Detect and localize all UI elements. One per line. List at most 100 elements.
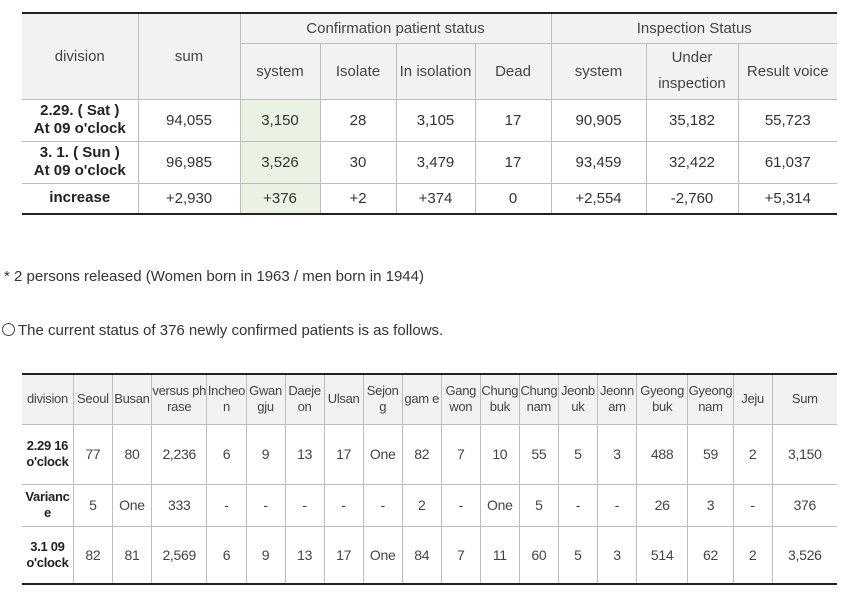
row-label-time: At 09 o'clock — [33, 120, 126, 137]
header-under-inspection-line1: Under — [671, 49, 713, 66]
header-in-isolation: In isolation — [395, 42, 476, 100]
cell-dead: 0 — [474, 182, 552, 215]
cell-value: - — [245, 483, 286, 527]
cell-value: 2,236 — [150, 423, 208, 485]
cell-system: 3,150 — [239, 98, 321, 142]
cell-value: 5 — [518, 483, 559, 527]
cell-value: 488 — [635, 423, 689, 485]
header-region: Sum — [771, 373, 837, 425]
current-status-note: The current status of 376 newly confirme… — [2, 322, 443, 339]
cell-value: 81 — [111, 525, 152, 585]
table-row: Variance 5 One 333- - - - -2- One 5- -26 3-376 — [22, 483, 837, 527]
header-region: Daejeon — [284, 373, 325, 425]
row-label: 3.1 09 o'clock — [22, 525, 74, 585]
confirmation-inspection-table: division sum Confirmation patient status… — [22, 12, 838, 215]
cell-value: 5 — [72, 483, 113, 527]
circle-bullet-icon — [2, 323, 15, 336]
cell-value: 26 — [635, 483, 689, 527]
cell-in-isolation: 3,105 — [395, 98, 476, 142]
cell-system: +376 — [239, 182, 321, 215]
header-division: division — [22, 373, 74, 425]
header-inspection-system: system — [550, 42, 647, 100]
header-division: division — [22, 12, 139, 100]
cell-value: 3,150 — [771, 423, 837, 485]
header-region: Sejong — [362, 373, 403, 425]
cell-value: 10 — [479, 423, 520, 485]
cell-inspection-system: 90,905 — [550, 98, 647, 142]
header-isolate: Isolate — [319, 42, 397, 100]
header-under-inspection-line2: inspection — [658, 75, 726, 92]
cell-value: 55 — [518, 423, 559, 485]
cell-isolate: +2 — [319, 182, 397, 215]
header-inspection-group: Inspection Status — [550, 12, 838, 44]
header-region: Chungnam — [518, 373, 559, 425]
cell-value: 3 — [596, 525, 637, 585]
row-label-time: At 09 o'clock — [33, 162, 126, 179]
cell-value: - — [362, 483, 403, 527]
current-status-text: The current status of 376 newly confirme… — [18, 322, 444, 339]
cell-value: - — [323, 483, 364, 527]
cell-value: 9 — [245, 423, 286, 485]
cell-system: 3,526 — [239, 140, 321, 184]
cell-value: 7 — [440, 525, 481, 585]
row-label-date: 2.29. ( Sat ) — [40, 102, 120, 119]
table-row: 2.29. ( Sat ) At 09 o'clock 94,055 3,150… — [22, 98, 838, 142]
cell-value: 2 — [401, 483, 442, 527]
row-label: Variance — [22, 483, 74, 527]
cell-under-inspection: 32,422 — [645, 140, 739, 184]
cell-value: One — [362, 525, 403, 585]
cell-sum: +2,930 — [137, 182, 241, 215]
header-under-inspection: Under inspection — [645, 42, 739, 100]
table-row: 3. 1. ( Sun ) At 09 o'clock 96,985 3,526… — [22, 140, 838, 184]
row-label: 3. 1. ( Sun ) At 09 o'clock — [22, 140, 139, 184]
cell-value: 11 — [479, 525, 520, 585]
header-sum: sum — [137, 12, 241, 100]
header-region: versus phrase — [150, 373, 208, 425]
header-region: Gwangju — [245, 373, 286, 425]
header-region: Jeonnam — [596, 373, 637, 425]
cell-value: 62 — [687, 525, 734, 585]
cell-value: 5 — [557, 525, 598, 585]
cell-inspection-system: 93,459 — [550, 140, 647, 184]
header-dead: Dead — [474, 42, 552, 100]
cell-under-inspection: 35,182 — [645, 98, 739, 142]
cell-value: 5 — [557, 423, 598, 485]
header-region: Jeonbuk — [557, 373, 598, 425]
header-region: Incheon — [206, 373, 247, 425]
row-label-increase: increase — [22, 182, 139, 215]
released-note: * 2 persons released (Women born in 1963… — [4, 268, 424, 285]
regional-status-table: division Seoul Busan versus phrase Incheon Gw… — [22, 373, 837, 585]
cell-value: - — [206, 483, 247, 527]
cell-result-voice: 55,723 — [737, 98, 838, 142]
cell-value: - — [557, 483, 598, 527]
cell-value: 59 — [687, 423, 734, 485]
cell-value: 7 — [440, 423, 481, 485]
header-region: Jeju — [732, 373, 773, 425]
cell-value: 82 — [401, 423, 442, 485]
row-label: 2.29. ( Sat ) At 09 o'clock — [22, 98, 139, 142]
cell-value: - — [440, 483, 481, 527]
header-system: system — [240, 42, 321, 100]
table-header-row: division Seoul Busan versus phrase Incheon Gw… — [22, 373, 837, 425]
cell-sum: 94,055 — [137, 98, 241, 142]
cell-value: 3,526 — [771, 525, 837, 585]
cell-value: 82 — [72, 525, 113, 585]
cell-value: 17 — [323, 423, 364, 485]
cell-value: 333 — [150, 483, 208, 527]
table-row: 3.1 09 o'clock 82 81 2,569 6 9 13 17 One 84 7 11 60 5… — [22, 525, 837, 585]
cell-dead: 17 — [474, 140, 552, 184]
header-region: gam e — [401, 373, 442, 425]
cell-value: 2,569 — [150, 525, 208, 585]
cell-value: 9 — [245, 525, 286, 585]
header-region: Ulsan — [323, 373, 364, 425]
header-region: Busan — [111, 373, 152, 425]
cell-value: 13 — [284, 423, 325, 485]
cell-value: 6 — [206, 423, 247, 485]
cell-in-isolation: +374 — [395, 182, 476, 215]
cell-isolate: 30 — [319, 140, 397, 184]
header-confirmation-group: Confirmation patient status — [239, 12, 552, 44]
cell-in-isolation: 3,479 — [395, 140, 476, 184]
cell-result-voice: 61,037 — [737, 140, 838, 184]
cell-result-voice: +5,314 — [737, 182, 838, 215]
cell-sum: 96,985 — [137, 140, 241, 184]
